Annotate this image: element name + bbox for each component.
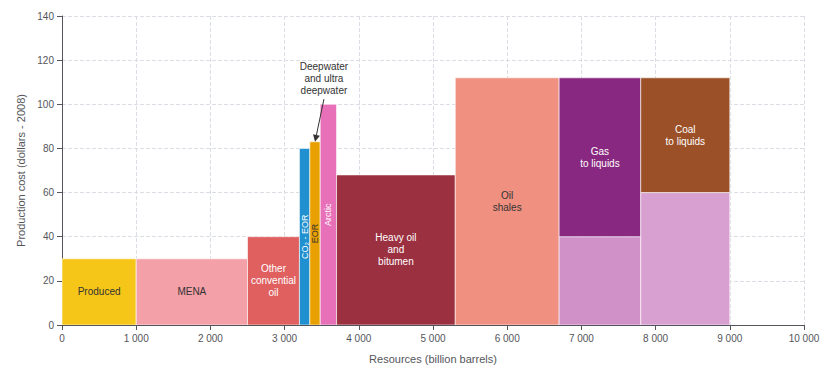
svg-text:bitumen: bitumen — [378, 256, 414, 267]
svg-text:Arctic: Arctic — [323, 203, 333, 226]
svg-text:Other: Other — [261, 263, 287, 274]
svg-text:0: 0 — [48, 320, 54, 331]
svg-text:3 000: 3 000 — [272, 333, 297, 344]
svg-text:40: 40 — [43, 231, 55, 242]
svg-text:Heavy oil: Heavy oil — [375, 232, 416, 243]
svg-text:and ultra: and ultra — [304, 73, 343, 84]
svg-text:CO₂ - EOR: CO₂ - EOR — [300, 214, 310, 259]
svg-text:7 000: 7 000 — [569, 333, 594, 344]
svg-text:100: 100 — [37, 99, 54, 110]
svg-text:to liquids: to liquids — [580, 158, 619, 169]
svg-text:deepwater: deepwater — [301, 85, 348, 96]
svg-text:4 000: 4 000 — [346, 333, 371, 344]
svg-text:8 000: 8 000 — [643, 333, 668, 344]
svg-text:Oil: Oil — [501, 190, 513, 201]
svg-text:Production cost (dollars - 200: Production cost (dollars - 2008) — [15, 94, 27, 247]
svg-text:60: 60 — [43, 187, 55, 198]
svg-text:MENA: MENA — [177, 286, 206, 297]
svg-text:140: 140 — [37, 11, 54, 22]
svg-text:convential: convential — [251, 275, 296, 286]
svg-text:shales: shales — [493, 202, 522, 213]
svg-text:Deepwater: Deepwater — [300, 61, 349, 72]
svg-text:20: 20 — [43, 275, 55, 286]
svg-text:oil: oil — [268, 287, 278, 298]
svg-text:80: 80 — [43, 143, 55, 154]
svg-text:2 000: 2 000 — [198, 333, 223, 344]
svg-text:and: and — [388, 244, 405, 255]
svg-text:6 000: 6 000 — [495, 333, 520, 344]
svg-text:to liquids: to liquids — [666, 136, 705, 147]
svg-text:Coal: Coal — [675, 124, 696, 135]
svg-text:Gas: Gas — [591, 146, 609, 157]
svg-text:EOR: EOR — [310, 223, 320, 243]
svg-text:Resources (billion barrels): Resources (billion barrels) — [369, 353, 497, 365]
svg-text:0: 0 — [59, 333, 65, 344]
svg-text:5 000: 5 000 — [420, 333, 445, 344]
svg-text:10 000: 10 000 — [789, 333, 820, 344]
svg-text:1 000: 1 000 — [124, 333, 149, 344]
svg-text:Produced: Produced — [78, 286, 121, 297]
svg-text:9 000: 9 000 — [717, 333, 742, 344]
svg-text:120: 120 — [37, 55, 54, 66]
